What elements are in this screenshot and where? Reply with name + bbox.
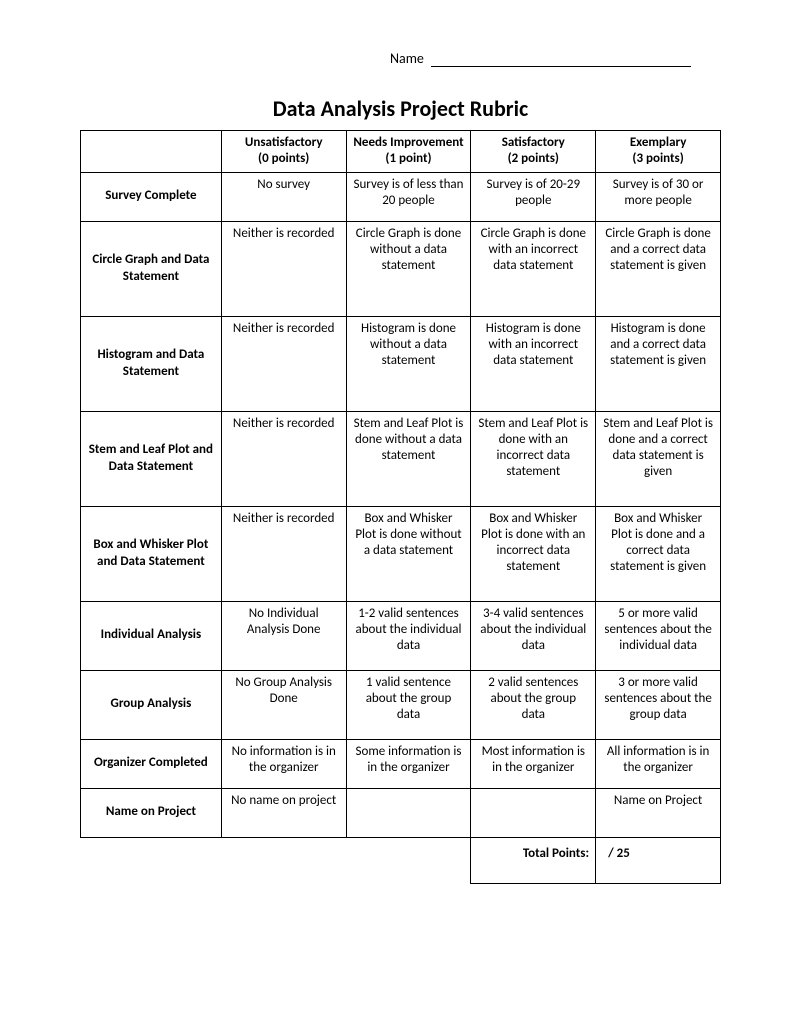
rubric-cell: Some information is in the organizer: [346, 739, 471, 788]
rubric-cell: Survey is of 20-29 people: [471, 172, 596, 221]
name-line: Name: [80, 50, 721, 67]
row-label: Histogram and Data Statement: [81, 316, 222, 411]
col-name: Satisfactory: [502, 135, 565, 150]
table-row: Name on ProjectNo name on projectName on…: [81, 788, 721, 837]
totals-spacer: [80, 837, 221, 883]
rubric-cell: 1 valid sentence about the group data: [346, 670, 471, 739]
rubric-cell: Circle Graph is done without a data stat…: [346, 221, 471, 316]
col-points: (2 points): [508, 151, 559, 166]
name-label: Name: [390, 50, 424, 67]
rubric-cell: Name on Project: [596, 788, 721, 837]
rubric-cell: Histogram is done with an incorrect data…: [471, 316, 596, 411]
rubric-cell: Neither is recorded: [221, 221, 346, 316]
col-header: Needs Improvement (1 point): [346, 131, 471, 173]
table-row: Histogram and Data StatementNeither is r…: [81, 316, 721, 411]
page: Name Data Analysis Project Rubric Unsati…: [0, 0, 791, 934]
rubric-cell: Most information is in the organizer: [471, 739, 596, 788]
rubric-cell: Circle Graph is done with an incorrect d…: [471, 221, 596, 316]
rubric-cell: Neither is recorded: [221, 506, 346, 601]
totals-row: Total Points: / 25: [80, 837, 721, 883]
col-points: (3 points): [632, 151, 683, 166]
totals-table: Total Points: / 25: [80, 837, 721, 884]
row-label: Stem and Leaf Plot and Data Statement: [81, 411, 222, 506]
totals-spacer: [221, 837, 346, 883]
total-points-label: Total Points:: [471, 837, 596, 883]
table-row: Circle Graph and Data StatementNeither i…: [81, 221, 721, 316]
rubric-cell: Survey is of less than 20 people: [346, 172, 471, 221]
col-name: Needs Improvement: [353, 135, 463, 150]
table-row: Box and Whisker Plot and Data StatementN…: [81, 506, 721, 601]
row-label: Individual Analysis: [81, 601, 222, 670]
col-name: Unsatisfactory: [245, 135, 323, 150]
col-header: Satisfactory (2 points): [471, 131, 596, 173]
rubric-cell: Box and Whisker Plot is done and a corre…: [596, 506, 721, 601]
rubric-cell: 2 valid sentences about the group data: [471, 670, 596, 739]
col-points: (1 point): [385, 151, 431, 166]
row-label: Circle Graph and Data Statement: [81, 221, 222, 316]
table-row: Organizer CompletedNo information is in …: [81, 739, 721, 788]
rubric-cell: Histogram is done without a data stateme…: [346, 316, 471, 411]
rubric-cell: Survey is of 30 or more people: [596, 172, 721, 221]
table-row: Individual AnalysisNo Individual Analysi…: [81, 601, 721, 670]
row-label: Name on Project: [81, 788, 222, 837]
rubric-cell: Neither is recorded: [221, 316, 346, 411]
rubric-cell: Box and Whisker Plot is done with an inc…: [471, 506, 596, 601]
rubric-cell: 3-4 valid sentences about the individual…: [471, 601, 596, 670]
rubric-cell: No name on project: [221, 788, 346, 837]
rubric-cell: No information is in the organizer: [221, 739, 346, 788]
rubric-cell: No Group Analysis Done: [221, 670, 346, 739]
table-row: Stem and Leaf Plot and Data StatementNei…: [81, 411, 721, 506]
rubric-cell: No Individual Analysis Done: [221, 601, 346, 670]
rubric-cell: Box and Whisker Plot is done without a d…: [346, 506, 471, 601]
rubric-cell: Circle Graph is done and a correct data …: [596, 221, 721, 316]
rubric-cell: Stem and Leaf Plot is done and a correct…: [596, 411, 721, 506]
rubric-cell: Histogram is done and a correct data sta…: [596, 316, 721, 411]
col-name: Exemplary: [630, 135, 687, 150]
rubric-cell: [471, 788, 596, 837]
rubric-cell: No survey: [221, 172, 346, 221]
row-label: Organizer Completed: [81, 739, 222, 788]
total-points-max: / 25: [596, 837, 721, 883]
rubric-cell: Stem and Leaf Plot is done without a dat…: [346, 411, 471, 506]
col-header: Exemplary (3 points): [596, 131, 721, 173]
table-row: Survey CompleteNo surveySurvey is of les…: [81, 172, 721, 221]
rubric-cell: 5 or more valid sentences about the indi…: [596, 601, 721, 670]
page-title: Data Analysis Project Rubric: [80, 95, 721, 122]
rubric-cell: 3 or more valid sentences about the grou…: [596, 670, 721, 739]
name-blank[interactable]: [431, 52, 691, 67]
header-row: Unsatisfactory (0 points) Needs Improvem…: [81, 131, 721, 173]
row-label: Group Analysis: [81, 670, 222, 739]
rubric-cell: All information is in the organizer: [596, 739, 721, 788]
row-label: Survey Complete: [81, 172, 222, 221]
col-points: (0 points): [258, 151, 309, 166]
rubric-cell: Stem and Leaf Plot is done with an incor…: [471, 411, 596, 506]
col-header: Unsatisfactory (0 points): [221, 131, 346, 173]
rubric-table: Unsatisfactory (0 points) Needs Improvem…: [80, 130, 721, 838]
rubric-cell: Neither is recorded: [221, 411, 346, 506]
rubric-cell: [346, 788, 471, 837]
rubric-cell: 1-2 valid sentences about the individual…: [346, 601, 471, 670]
table-row: Group AnalysisNo Group Analysis Done1 va…: [81, 670, 721, 739]
row-label: Box and Whisker Plot and Data Statement: [81, 506, 222, 601]
header-blank: [81, 131, 222, 173]
totals-spacer: [346, 837, 471, 883]
